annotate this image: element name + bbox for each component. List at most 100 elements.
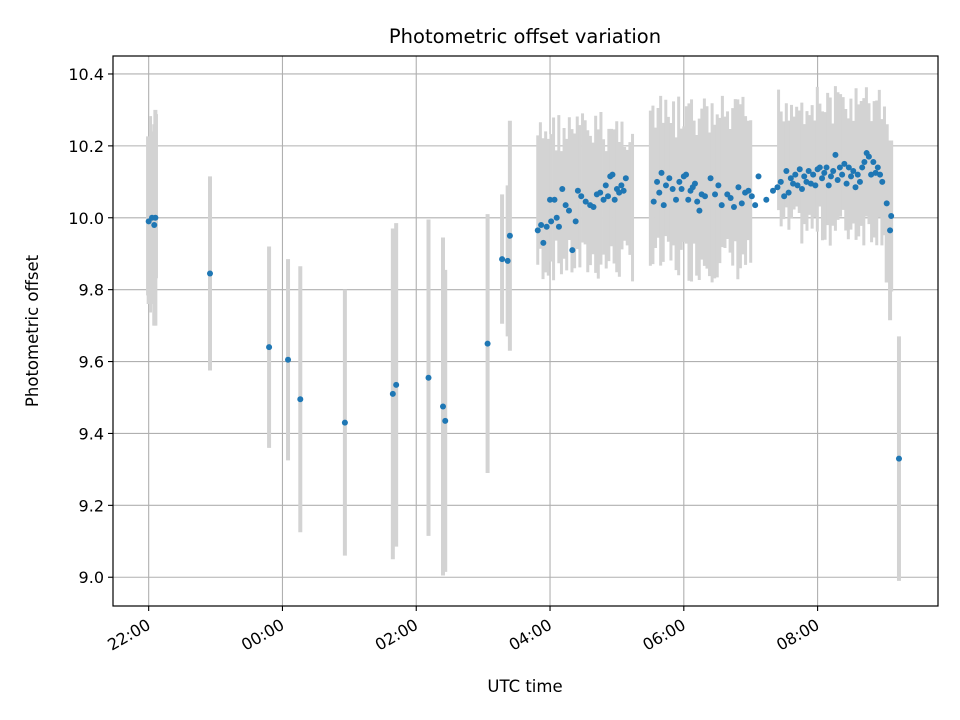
y-tick-label: 9.6 [79,353,104,372]
data-point [865,153,872,160]
y-tick-label: 10.2 [68,137,104,156]
data-point [832,151,839,158]
data-point [805,168,812,175]
data-point [836,164,843,171]
data-point [676,178,683,185]
data-point [825,182,832,189]
data-point [590,203,597,210]
y-axis-label: Photometric offset [23,254,42,407]
data-point [783,168,790,175]
data-point [895,455,902,462]
data-point [812,182,819,189]
data-point [827,173,834,180]
data-point [600,196,607,203]
data-point [504,257,511,264]
data-point [506,232,513,239]
data-point [888,212,895,219]
data-point [781,193,788,200]
data-point [707,175,714,182]
data-point [152,214,159,221]
data-point [770,187,776,194]
y-tick-label: 9.4 [79,424,104,443]
data-point [870,159,877,166]
chart-title: Photometric offset variation [389,25,661,48]
y-tick-label: 9.0 [79,568,104,587]
data-point [685,196,692,203]
data-point [785,189,792,196]
data-point [683,171,690,178]
data-point [792,171,799,178]
data-point [748,193,755,200]
data-point [548,218,555,225]
data-point [540,239,547,246]
data-point [562,202,569,209]
data-point [810,171,817,178]
data-point [297,396,304,403]
data-point [730,203,737,210]
y-axis: 9.0 9.2 9.4 9.6 9.8 10.0 10.2 10.4 [68,65,113,587]
data-point [738,200,745,207]
data-point [874,164,881,171]
data-point [440,403,446,410]
data-point [660,202,667,209]
data-point [774,184,781,191]
data-point [658,169,665,176]
data-point [830,168,837,175]
data-point [669,186,676,193]
data-point [285,356,292,363]
data-point [794,182,801,189]
data-point [877,171,884,178]
data-point [543,223,550,230]
data-point [673,196,680,203]
data-point [569,247,576,254]
data-point [887,227,894,234]
data-point [841,160,848,167]
data-point [718,202,725,209]
y-tick-label: 10.4 [68,65,104,84]
data-point [861,159,868,166]
data-point [534,227,541,234]
data-point [572,218,579,225]
data-point [755,173,762,180]
y-tick-label: 9.8 [79,281,104,300]
data-point [694,198,701,205]
data-point [620,187,627,194]
data-point [602,182,609,189]
data-point [823,164,830,171]
data-point [787,175,794,182]
data-point [796,166,803,173]
data-point [801,173,808,180]
data-point [701,193,708,200]
data-point [712,191,719,198]
data-point [609,171,616,178]
data-point [883,200,890,207]
data-point [662,182,669,189]
data-point [763,196,770,203]
data-point [845,164,852,171]
data-point [839,171,846,178]
data-point [819,175,826,182]
data-point [752,202,759,209]
x-axis-label: UTC time [487,677,562,696]
data-point [484,340,491,347]
data-point [834,177,841,184]
data-point [547,196,554,203]
data-point [821,169,828,176]
data-point [559,186,566,193]
data-point [777,178,784,185]
data-point [442,417,449,424]
data-point [696,207,703,214]
data-point [597,189,604,196]
data-point [555,223,562,230]
data-point [425,374,432,381]
data-point [565,207,572,214]
data-point [574,187,581,194]
data-point [678,186,685,193]
data-point [848,173,855,180]
data-point [551,196,558,203]
y-tick-label: 10.0 [68,209,104,228]
data-point [852,184,859,191]
point-layer [145,150,902,462]
